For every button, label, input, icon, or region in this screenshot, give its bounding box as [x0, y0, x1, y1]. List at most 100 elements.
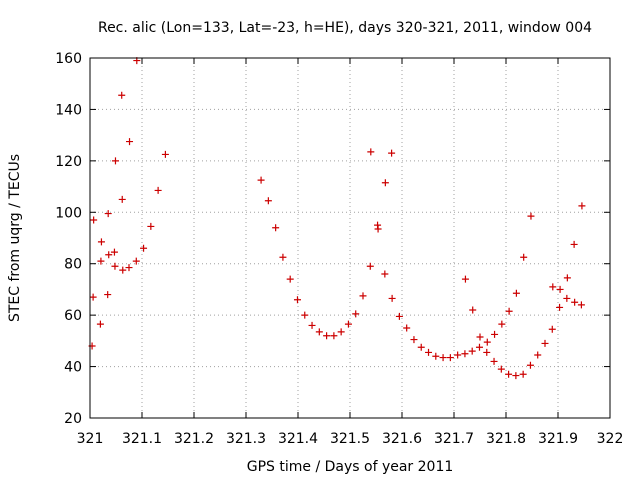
y-tick-label: 100: [55, 205, 82, 221]
y-tick-label: 40: [64, 360, 82, 376]
x-tick-label: 321.8: [486, 431, 526, 447]
data-point: [526, 361, 534, 369]
data-point: [352, 310, 360, 318]
data-point: [359, 292, 367, 300]
data-point: [257, 176, 265, 184]
data-point: [330, 332, 338, 340]
data-point: [563, 274, 571, 282]
data-point: [111, 157, 119, 165]
data-point: [147, 222, 155, 230]
data-point: [483, 348, 491, 356]
data-point: [461, 275, 469, 283]
data-point: [264, 197, 272, 205]
x-tick-label: 322: [597, 431, 624, 447]
data-point: [556, 285, 564, 293]
data-point: [505, 307, 513, 315]
data-point: [563, 294, 571, 302]
data-point: [497, 365, 505, 373]
data-point: [490, 357, 498, 365]
data-point: [97, 257, 105, 265]
data-point: [381, 179, 389, 187]
data-point: [475, 343, 483, 351]
chart-title: Rec. alic (Lon=133, Lat=-23, h=HE), days…: [98, 20, 592, 36]
grid: [90, 58, 610, 418]
x-tick-label: 321.5: [330, 431, 370, 447]
data-point: [570, 240, 578, 248]
data-point: [126, 138, 134, 146]
y-tick-label: 140: [55, 102, 82, 118]
data-point: [571, 298, 579, 306]
x-tick-label: 321.1: [122, 431, 162, 447]
data-point: [125, 264, 133, 272]
data-point: [512, 289, 520, 297]
data-point: [388, 294, 396, 302]
y-tick-label: 60: [64, 308, 82, 324]
data-point: [505, 370, 513, 378]
y-tick-label: 160: [55, 51, 82, 67]
y-tick-label: 20: [64, 411, 82, 427]
data-point: [577, 301, 585, 309]
data-point: [272, 224, 280, 232]
data-point: [89, 293, 97, 301]
data-point: [446, 354, 454, 362]
x-tick-label: 321.2: [174, 431, 214, 447]
data-point: [337, 328, 345, 336]
data-point: [132, 257, 140, 265]
data-point: [578, 202, 586, 210]
data-point: [410, 336, 418, 344]
data-point: [425, 348, 433, 356]
y-tick-label: 80: [64, 257, 82, 273]
data-point: [512, 372, 520, 380]
x-axis-label: GPS time / Days of year 2011: [247, 459, 454, 475]
data-point: [308, 321, 316, 329]
x-tick-label: 321.4: [278, 431, 318, 447]
data-point: [105, 251, 113, 259]
data-point: [119, 266, 127, 274]
x-tick-label: 321.6: [382, 431, 422, 447]
data-point: [469, 306, 477, 314]
data-point: [111, 262, 119, 270]
data-point: [476, 333, 484, 341]
data-point: [90, 216, 98, 224]
data-point: [461, 350, 469, 358]
x-tick-label: 321.9: [538, 431, 578, 447]
data-point: [432, 352, 440, 360]
data-point: [140, 244, 148, 252]
data-point: [417, 343, 425, 351]
data-point: [293, 296, 301, 304]
data-point: [323, 332, 331, 340]
data-point: [279, 253, 287, 261]
data-point: [556, 303, 564, 311]
data-point: [315, 328, 323, 336]
data-point: [374, 225, 382, 233]
data-point: [301, 311, 309, 319]
data-point: [367, 148, 375, 156]
data-point: [491, 330, 499, 338]
x-tick-label: 321.7: [434, 431, 474, 447]
y-axis-ticks: 20 40 60 80 100 120 140 160: [55, 51, 610, 427]
data-point: [154, 186, 162, 194]
x-tick-label: 321: [77, 431, 104, 447]
data-point: [439, 354, 447, 362]
data-point: [381, 270, 389, 278]
data-point: [520, 253, 528, 261]
data-point: [118, 195, 126, 203]
data-point: [104, 210, 112, 218]
data-point: [498, 320, 506, 328]
data-point: [519, 370, 527, 378]
data-points: [88, 57, 586, 380]
data-point: [161, 150, 169, 158]
x-axis-ticks: 321 321.1 321.2 321.3 321.4 321.5 321.6 321.7 32…: [77, 58, 624, 447]
data-point: [549, 283, 557, 291]
data-point: [483, 338, 491, 346]
data-point: [97, 238, 105, 246]
y-tick-label: 120: [55, 154, 82, 170]
data-point: [104, 291, 112, 299]
data-point: [527, 212, 535, 220]
x-tick-label: 321.3: [226, 431, 266, 447]
data-point: [388, 149, 396, 157]
data-point: [286, 275, 294, 283]
data-point: [468, 347, 476, 355]
data-point: [344, 320, 352, 328]
